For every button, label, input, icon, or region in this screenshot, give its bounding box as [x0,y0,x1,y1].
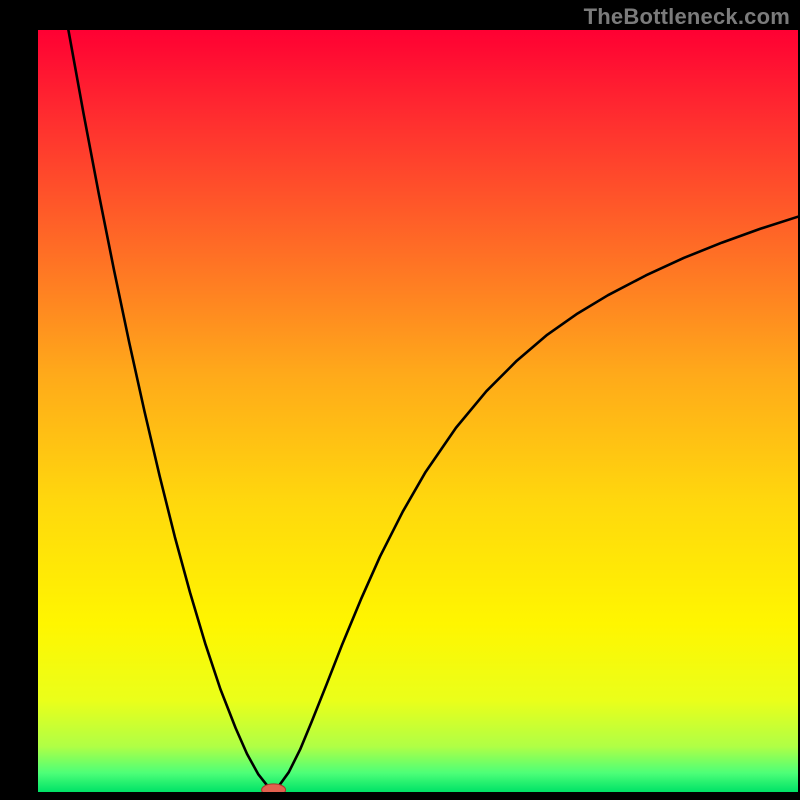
watermark-text: TheBottleneck.com [584,4,790,30]
plot-area [38,30,798,792]
minimum-marker [262,784,286,792]
chart-container: TheBottleneck.com [0,0,800,800]
gradient-background [38,30,798,792]
plot-svg [38,30,798,792]
